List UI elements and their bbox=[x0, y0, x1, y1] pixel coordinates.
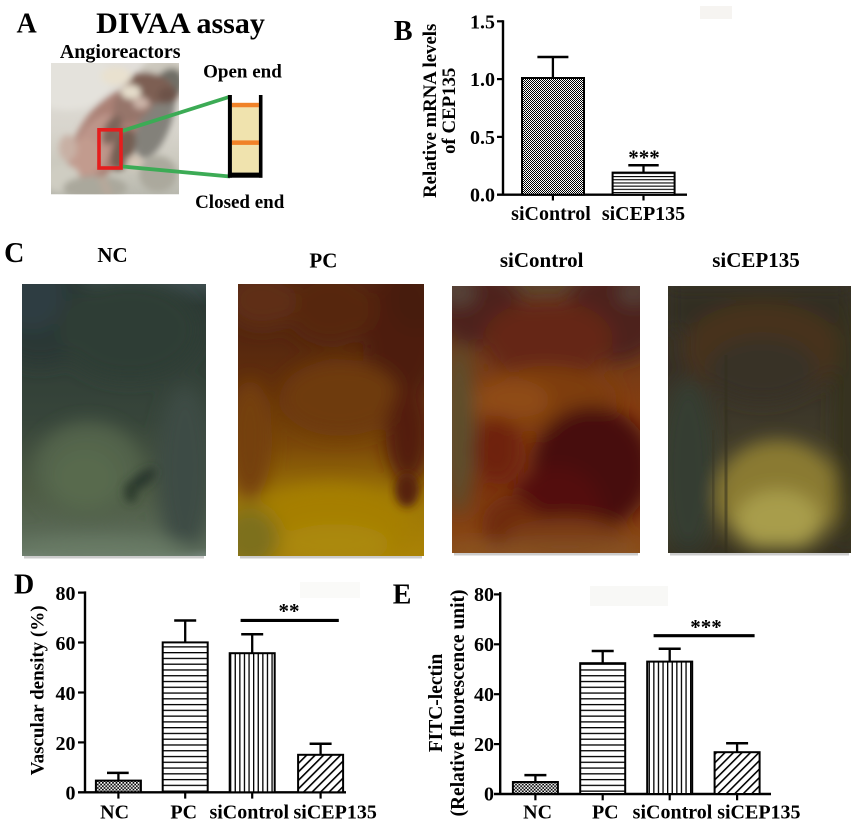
svg-text:Open end: Open end bbox=[203, 62, 282, 83]
svg-text:C: C bbox=[4, 238, 24, 269]
svg-text:0: 0 bbox=[66, 783, 76, 805]
svg-text:1.0: 1.0 bbox=[470, 69, 495, 91]
svg-text:siControl: siControl bbox=[633, 802, 713, 824]
svg-text:siControl: siControl bbox=[209, 802, 289, 824]
svg-text:A: A bbox=[17, 9, 38, 40]
svg-text:(Relative fluorescence unit): (Relative fluorescence unit) bbox=[448, 589, 469, 816]
svg-text:FITC-lectin: FITC-lectin bbox=[426, 654, 447, 753]
svg-text:60: 60 bbox=[474, 634, 494, 656]
svg-text:***: *** bbox=[690, 615, 722, 639]
svg-text:PC: PC bbox=[309, 248, 337, 272]
svg-text:Angioreactors: Angioreactors bbox=[60, 41, 181, 63]
svg-text:of CEP135: of CEP135 bbox=[439, 68, 460, 154]
svg-text:NC: NC bbox=[97, 243, 127, 267]
svg-text:**: ** bbox=[279, 599, 300, 623]
svg-text:siCEP135: siCEP135 bbox=[712, 248, 800, 272]
svg-text:siControl: siControl bbox=[511, 203, 591, 225]
svg-text:40: 40 bbox=[474, 684, 494, 706]
svg-text:20: 20 bbox=[474, 734, 494, 756]
svg-text:Closed end: Closed end bbox=[195, 192, 285, 213]
svg-text:1.5: 1.5 bbox=[470, 11, 495, 33]
svg-text:40: 40 bbox=[56, 683, 76, 705]
svg-text:B: B bbox=[394, 16, 413, 47]
svg-text:DIVAA assay: DIVAA assay bbox=[96, 7, 265, 40]
svg-text:E: E bbox=[393, 580, 412, 611]
svg-text:80: 80 bbox=[474, 584, 494, 606]
svg-text:Vascular density (%): Vascular density (%) bbox=[28, 605, 49, 775]
svg-text:siCEP135: siCEP135 bbox=[602, 203, 685, 225]
svg-text:PC: PC bbox=[170, 802, 197, 824]
svg-text:NC: NC bbox=[523, 802, 552, 824]
svg-text:PC: PC bbox=[592, 802, 619, 824]
svg-text:0.5: 0.5 bbox=[470, 127, 495, 149]
svg-text:0.0: 0.0 bbox=[470, 185, 495, 207]
svg-text:siCEP135: siCEP135 bbox=[294, 802, 377, 824]
svg-text:siCEP135: siCEP135 bbox=[717, 802, 800, 824]
svg-text:0: 0 bbox=[484, 784, 494, 806]
svg-text:siControl: siControl bbox=[500, 248, 584, 272]
svg-text:NC: NC bbox=[100, 802, 129, 824]
svg-text:20: 20 bbox=[56, 733, 76, 755]
svg-text:60: 60 bbox=[56, 633, 76, 655]
svg-text:Relative mRNA levels: Relative mRNA levels bbox=[420, 24, 441, 198]
svg-text:***: *** bbox=[628, 146, 660, 170]
svg-text:D: D bbox=[14, 570, 34, 601]
svg-text:80: 80 bbox=[56, 583, 76, 605]
